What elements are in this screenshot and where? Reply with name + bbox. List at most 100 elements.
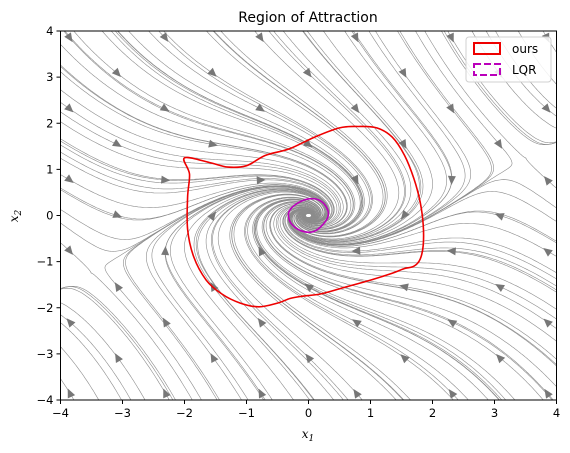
y-tick-label: 3	[46, 70, 53, 84]
streamline	[265, 202, 557, 388]
streamline	[284, 207, 557, 280]
streamline	[195, 188, 327, 400]
streamline	[286, 208, 557, 257]
plot-area	[60, 31, 557, 400]
stream-arrow	[207, 211, 217, 222]
stream-arrow	[257, 317, 267, 328]
y-tick-label: 4	[46, 24, 53, 38]
streamline	[60, 121, 338, 225]
series-ours-curve	[182, 125, 425, 308]
x-axis-label: x1	[302, 427, 315, 444]
streamline	[287, 208, 557, 247]
stream-arrow	[114, 282, 124, 293]
streamline	[290, 31, 420, 242]
stream-arrow	[400, 209, 410, 220]
streamline	[60, 65, 348, 228]
streamline	[128, 31, 365, 233]
stream-arrow	[258, 388, 267, 399]
x-tick-label: −2	[176, 406, 193, 420]
streamline	[60, 101, 342, 227]
streamline	[60, 302, 146, 400]
streamline	[252, 198, 489, 400]
streamline	[424, 31, 527, 159]
stream-arrow	[543, 318, 553, 328]
streamline	[261, 201, 544, 400]
streamline	[279, 206, 557, 310]
streamline	[163, 31, 373, 235]
stream-arrow	[207, 67, 217, 77]
streamline	[220, 31, 388, 238]
stream-arrow	[210, 353, 219, 364]
streamline	[60, 322, 122, 400]
stream-arrow	[256, 176, 266, 185]
stream-arrow	[210, 282, 219, 292]
streamline	[205, 189, 335, 400]
streamline	[60, 43, 352, 229]
stream-arrow	[544, 176, 553, 186]
streamline	[212, 190, 349, 400]
streamline	[114, 31, 363, 232]
stream-arrow	[399, 283, 409, 292]
stream-arrow	[398, 67, 407, 78]
stream-arrow	[447, 319, 458, 328]
stream-arrow	[398, 139, 407, 149]
x-tick-label: 2	[429, 406, 436, 420]
stream-arrow	[159, 32, 169, 42]
streamline	[197, 189, 327, 400]
stream-arrow	[304, 283, 315, 293]
stream-arrow	[160, 175, 171, 184]
x-tick-label: 1	[367, 406, 374, 420]
stream-arrow	[159, 103, 170, 112]
streamline	[60, 377, 75, 400]
stream-arrow	[448, 389, 458, 399]
stream-arrow	[258, 246, 267, 257]
streamline	[90, 272, 193, 400]
y-axis-label: x2	[7, 209, 24, 222]
legend: ours LQR	[465, 36, 552, 83]
stream-arrow	[162, 317, 171, 328]
streamline	[212, 31, 386, 237]
series-lqr-curve	[287, 197, 330, 234]
stream-arrow	[350, 103, 360, 114]
stream-arrow	[352, 319, 362, 328]
stream-arrow	[255, 32, 264, 43]
y-tick-label: −2	[37, 301, 54, 315]
streamline	[165, 186, 328, 400]
streamline	[60, 346, 100, 400]
legend-box	[465, 36, 552, 83]
stream-arrow	[493, 138, 503, 149]
streamline	[110, 31, 363, 232]
stream-arrow	[66, 318, 76, 328]
stream-arrow	[495, 283, 505, 292]
streamline	[443, 31, 557, 145]
streamline	[217, 191, 363, 400]
x-tick-label: −3	[114, 406, 131, 420]
legend-label-ours: ours	[512, 42, 538, 56]
streamline	[229, 193, 397, 400]
stream-arrow	[446, 247, 457, 256]
stream-arrow	[446, 103, 455, 114]
stream-arrow	[163, 388, 171, 399]
streamline	[64, 31, 354, 230]
y-tick-label: 0	[46, 209, 53, 223]
streamline	[270, 203, 557, 360]
x-tick-label: 3	[491, 406, 498, 420]
stream-arrow	[64, 174, 74, 184]
stream-arrow	[67, 388, 76, 399]
stream-arrow	[350, 174, 359, 185]
streamline	[282, 206, 557, 293]
streamline	[283, 207, 557, 287]
streamline	[60, 89, 344, 227]
series-layer	[182, 125, 425, 308]
stream-arrows	[64, 32, 553, 399]
stream-arrow	[161, 246, 170, 256]
streamline	[60, 174, 331, 223]
stream-arrow	[350, 32, 359, 43]
streamline	[254, 199, 507, 400]
stream-arrow	[351, 246, 361, 255]
streamline	[206, 31, 384, 237]
x-tick-label: 4	[553, 406, 560, 420]
streamline	[441, 31, 557, 145]
streamline	[285, 207, 557, 274]
